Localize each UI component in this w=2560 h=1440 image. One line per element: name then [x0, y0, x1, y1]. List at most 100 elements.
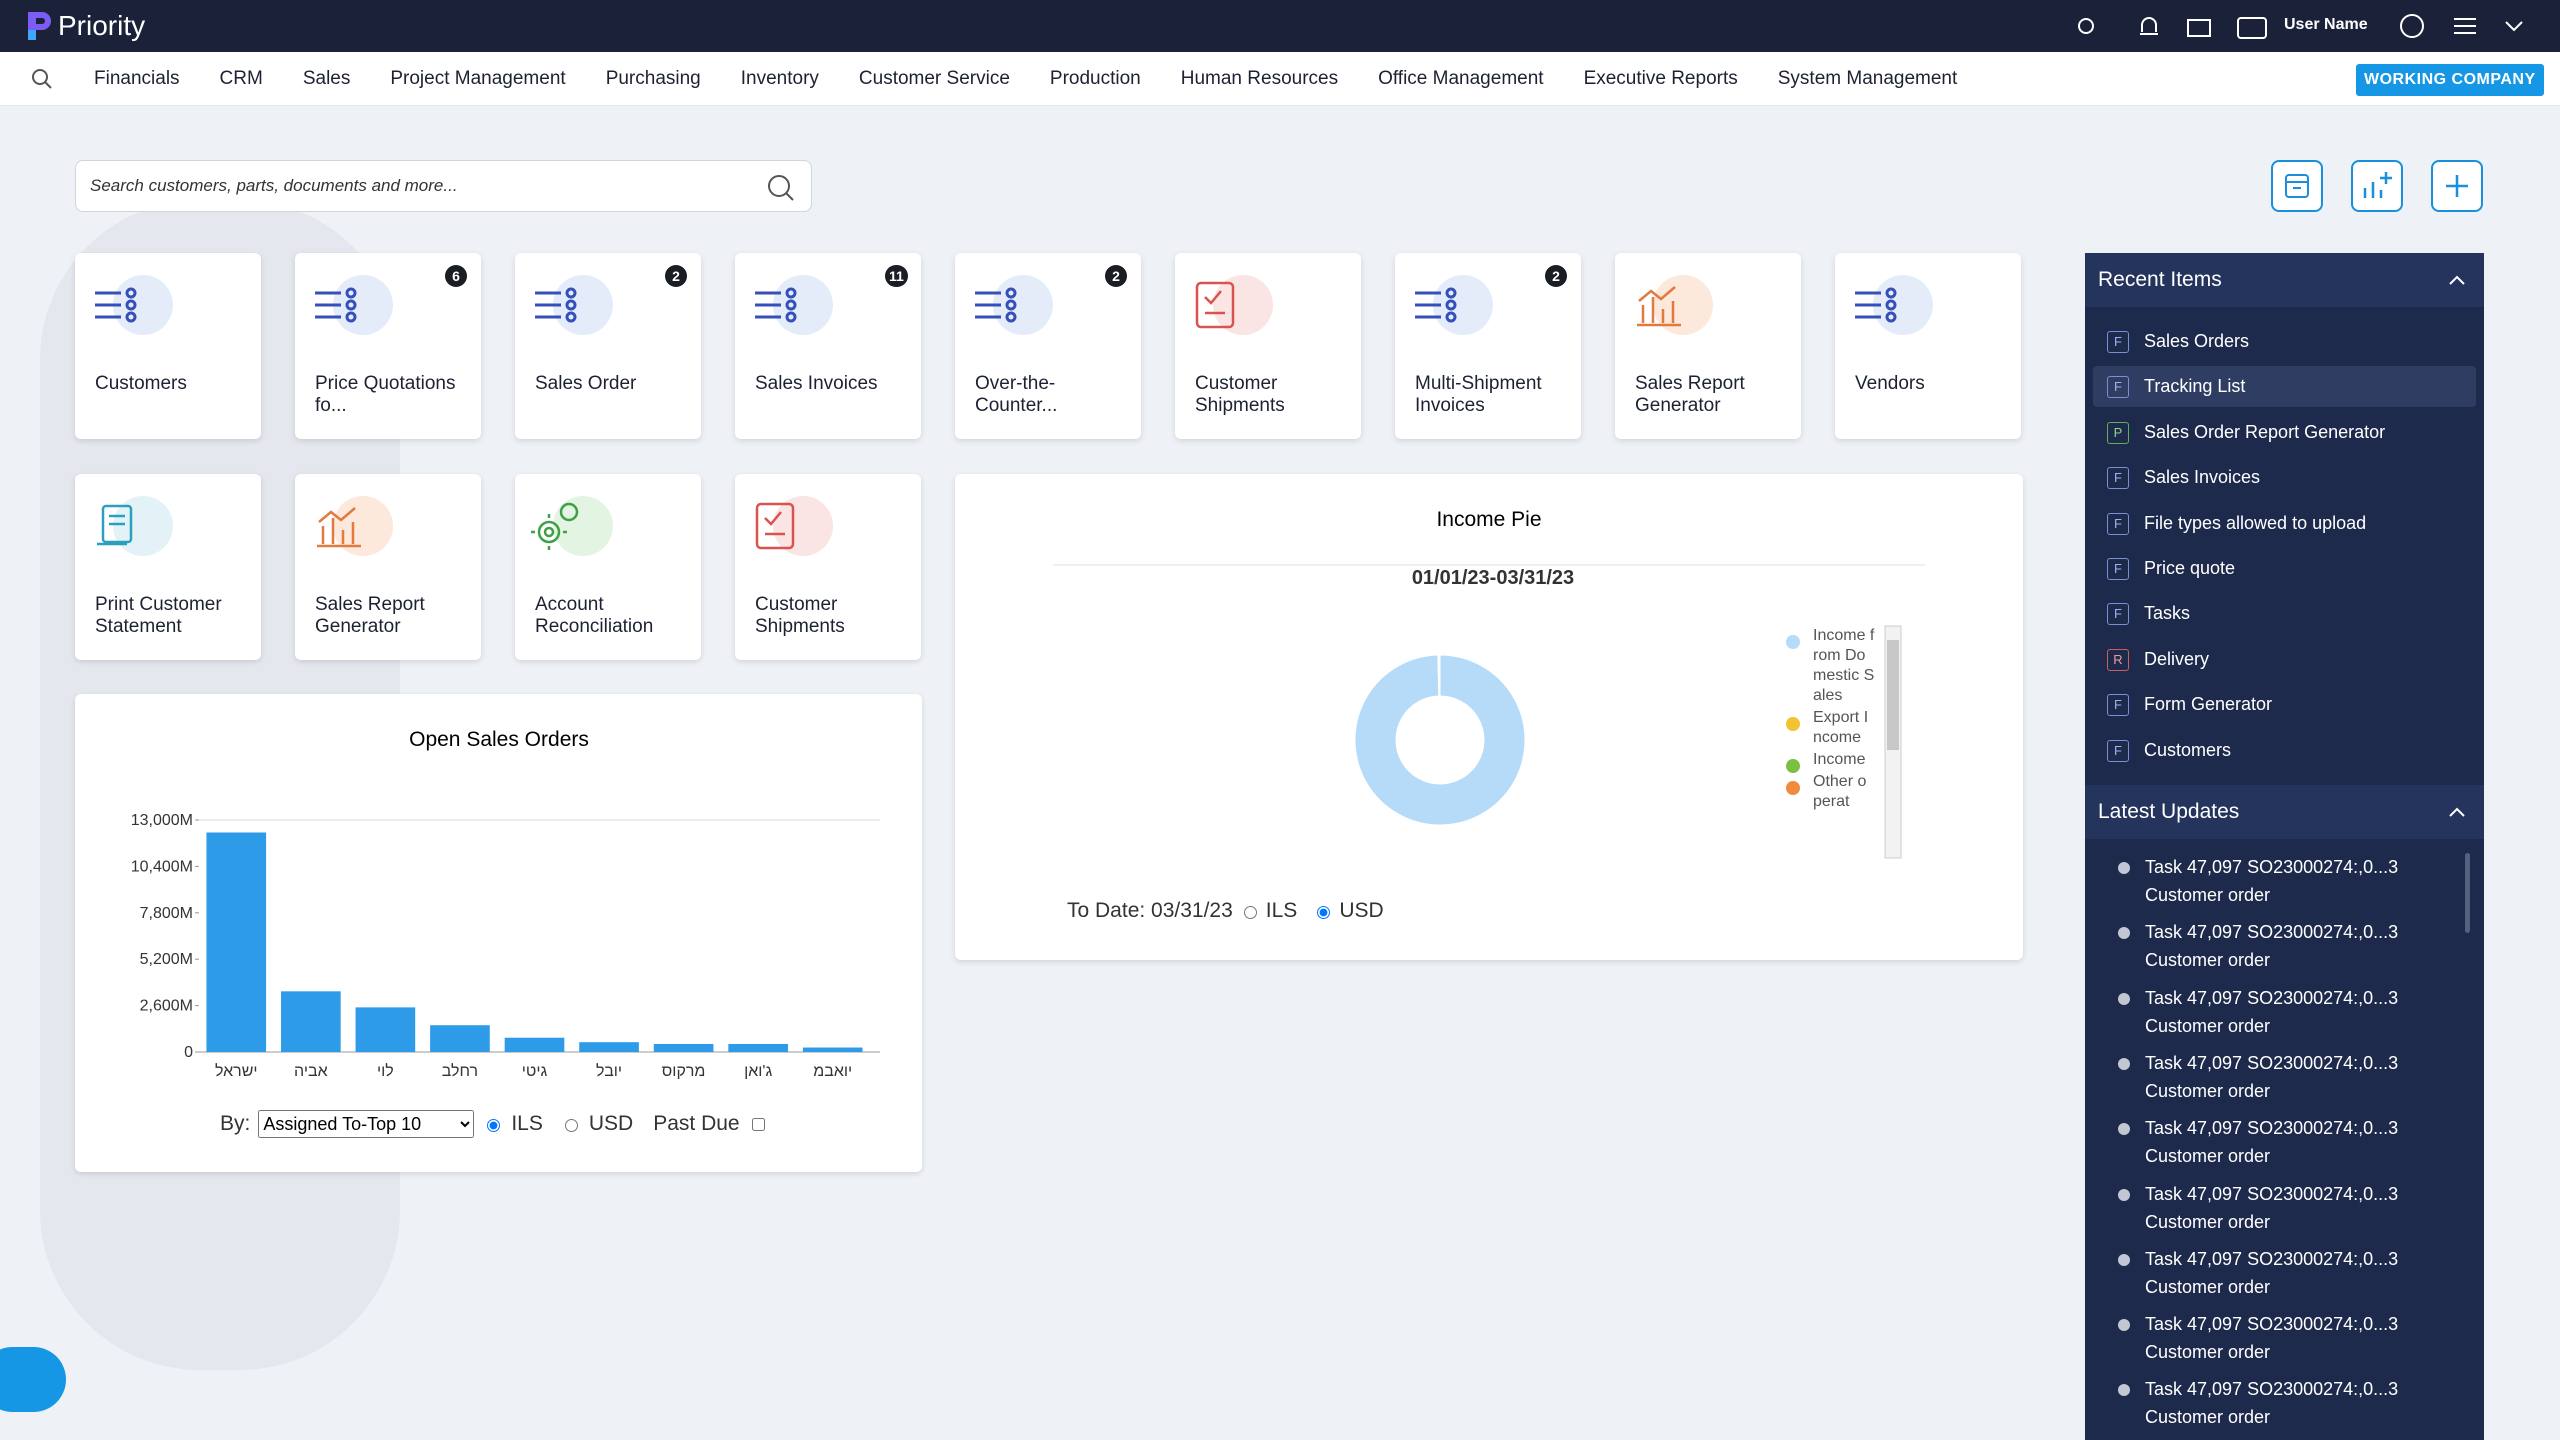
- updates-title: Latest Updates: [2098, 800, 2240, 823]
- icon-shape: [773, 275, 833, 335]
- update-item[interactable]: Task 47,097 SO23000274:,0...3 Customer or…: [2118, 1114, 2398, 1170]
- update-line2: Customer order: [2145, 1342, 2271, 1363]
- app-tile[interactable]: Sales Invoices 11: [735, 253, 921, 439]
- icon-shape: [333, 496, 393, 556]
- x-tick-label: גיטי: [522, 1063, 548, 1080]
- app-tile[interactable]: Over-the-Counter... 2: [955, 253, 1141, 439]
- usd-radio[interactable]: [564, 1119, 578, 1132]
- recent-item[interactable]: F Customers: [2093, 730, 2476, 771]
- legend-swatch: [1786, 781, 1800, 795]
- nav-item[interactable]: Production: [1049, 67, 1141, 89]
- recent-item[interactable]: F Tracking List: [2093, 366, 2476, 408]
- update-line2: Customer order: [2145, 1015, 2271, 1036]
- nav-item[interactable]: Customer Service: [858, 67, 1010, 89]
- recent-item[interactable]: F Tasks: [2093, 593, 2476, 634]
- app-tile[interactable]: Print Customer Statement: [75, 474, 261, 660]
- nav-item[interactable]: Sales: [302, 67, 351, 89]
- updates-scrollbar[interactable]: [2465, 853, 2470, 933]
- ils-radio[interactable]: [487, 1119, 501, 1132]
- app-tile[interactable]: Customer Shipments: [735, 474, 921, 660]
- app-tile[interactable]: Account Reconciliation: [515, 474, 701, 660]
- recent-header[interactable]: Recent Items: [2085, 253, 2484, 307]
- add-button[interactable]: [2431, 160, 2483, 212]
- company-button[interactable]: WORKING COMPANY: [2356, 64, 2544, 96]
- collapse-icon[interactable]: [2447, 805, 2467, 819]
- legend-entry: Income from Domestic Sales: [1785, 626, 1875, 706]
- help-icon[interactable]: [2400, 14, 2424, 38]
- dropdown-icon[interactable]: [2505, 21, 2523, 32]
- archive-button[interactable]: [2271, 160, 2323, 212]
- tile-label: Sales Report Generator: [315, 594, 425, 637]
- update-item[interactable]: Task 47,097 SO23000274:,0...3 Customer or…: [2118, 853, 2398, 909]
- app-tile[interactable]: Multi-Shipment Invoices 2: [1395, 253, 1581, 439]
- nav-item[interactable]: Office Management: [1378, 67, 1544, 89]
- icon-shape: [535, 291, 561, 319]
- search-box[interactable]: Search customers, parts, documents and m…: [75, 160, 812, 212]
- update-line1: Task 47,097 SO23000274:,0...3: [2145, 922, 2399, 943]
- nav-item[interactable]: Project Management: [390, 67, 566, 89]
- update-item[interactable]: Task 47,097 SO23000274:,0...3 Customer or…: [2118, 1245, 2398, 1301]
- recent-item[interactable]: F File types allowed to upload: [2093, 503, 2476, 544]
- nav-item[interactable]: CRM: [219, 67, 263, 89]
- app-tile[interactable]: Sales Order 2: [515, 253, 701, 439]
- recent-item[interactable]: R Delivery: [2093, 639, 2476, 680]
- past-due-checkbox[interactable]: [751, 1117, 765, 1131]
- user-name[interactable]: User Name: [2284, 16, 2368, 33]
- recent-item[interactable]: F Sales Orders: [2093, 321, 2476, 362]
- add-chart-icon: [2363, 172, 2392, 198]
- logo-mark[interactable]: [24, 10, 54, 42]
- top-bar: Priority User Name: [0, 0, 2560, 52]
- update-item[interactable]: Task 47,097 SO23000274:,0...3 Customer or…: [2118, 984, 2399, 1040]
- nav-item[interactable]: Inventory: [740, 67, 819, 89]
- update-item[interactable]: Task 47,097 SO23000274:,0...3 Customer or…: [2118, 1049, 2398, 1105]
- app-tile[interactable]: Sales Report Generator: [295, 474, 481, 660]
- ils-radio[interactable]: [1243, 906, 1257, 919]
- side-toggle[interactable]: [0, 1347, 66, 1412]
- icon-shape: [755, 287, 797, 323]
- update-dot: [2118, 992, 2130, 1005]
- icon-shape: [95, 291, 121, 319]
- nav-item[interactable]: Purchasing: [605, 67, 701, 89]
- nav-item[interactable]: Executive Reports: [1583, 67, 1738, 89]
- update-dot: [2118, 1384, 2130, 1397]
- recent-item[interactable]: F Form Generator: [2093, 684, 2476, 725]
- usd-radio[interactable]: [1317, 906, 1331, 919]
- tile-badge: 2: [665, 265, 687, 287]
- menu-icon[interactable]: [2454, 18, 2476, 34]
- app-tile[interactable]: Price Quotations fo... 6: [295, 253, 481, 439]
- nav-item[interactable]: Financials: [94, 67, 180, 89]
- updates-header[interactable]: Latest Updates: [2085, 785, 2484, 839]
- update-item[interactable]: Task 47,097 SO23000274:,0...3 Customer or…: [2118, 1375, 2399, 1431]
- update-item[interactable]: Task 47,097 SO23000274:,0...3 Customer or…: [2118, 918, 2399, 974]
- search-box-icon[interactable]: [766, 173, 796, 203]
- update-item[interactable]: Task 47,097 SO23000274:,0...3 Customer or…: [2118, 1310, 2398, 1366]
- assigned-select[interactable]: Assigned To-Top 10: [258, 1110, 475, 1138]
- app-tile[interactable]: Customers: [75, 253, 261, 439]
- app-tile[interactable]: Customer Shipments: [1175, 253, 1361, 439]
- nav-item[interactable]: Human Resources: [1180, 67, 1339, 89]
- recent-item[interactable]: F Sales Invoices: [2093, 457, 2476, 498]
- add-chart-button[interactable]: [2351, 160, 2403, 212]
- chart-subtitle: 01/01/23-03/31/23: [1412, 567, 1574, 589]
- update-line1: Task 47,097 SO23000274:,0...3: [2145, 987, 2399, 1008]
- tile-label: Multi-Shipment Invoices: [1415, 373, 1542, 416]
- update-line1: Task 47,097 SO23000274:,0...3: [2145, 1379, 2399, 1400]
- update-item[interactable]: Task 47,097 SO23000274:,0...3 Customer or…: [2118, 1180, 2398, 1236]
- screen-icon[interactable]: [2237, 17, 2267, 39]
- bar: [430, 1025, 490, 1052]
- tile-icon: [1195, 275, 1273, 335]
- app-tile[interactable]: Sales Report Generator: [1615, 253, 1801, 439]
- collapse-icon[interactable]: [2447, 273, 2467, 287]
- windows-icon[interactable]: [2187, 19, 2211, 37]
- search-icon[interactable]: [30, 67, 54, 91]
- logo-text[interactable]: Priority: [58, 10, 146, 41]
- update-line2: Customer order: [2145, 1080, 2271, 1101]
- theme-icon[interactable]: [2078, 18, 2094, 34]
- recent-item[interactable]: F Price quote: [2093, 548, 2476, 589]
- recent-item[interactable]: P Sales Order Report Generator: [2093, 412, 2476, 453]
- app-tile[interactable]: Vendors: [1835, 253, 2021, 439]
- nav-item[interactable]: System Management: [1777, 67, 1958, 89]
- y-tick-label: 5,200M: [140, 951, 193, 968]
- legend-scroll-thumb[interactable]: [1887, 640, 1899, 750]
- bell-icon[interactable]: [2140, 17, 2158, 35]
